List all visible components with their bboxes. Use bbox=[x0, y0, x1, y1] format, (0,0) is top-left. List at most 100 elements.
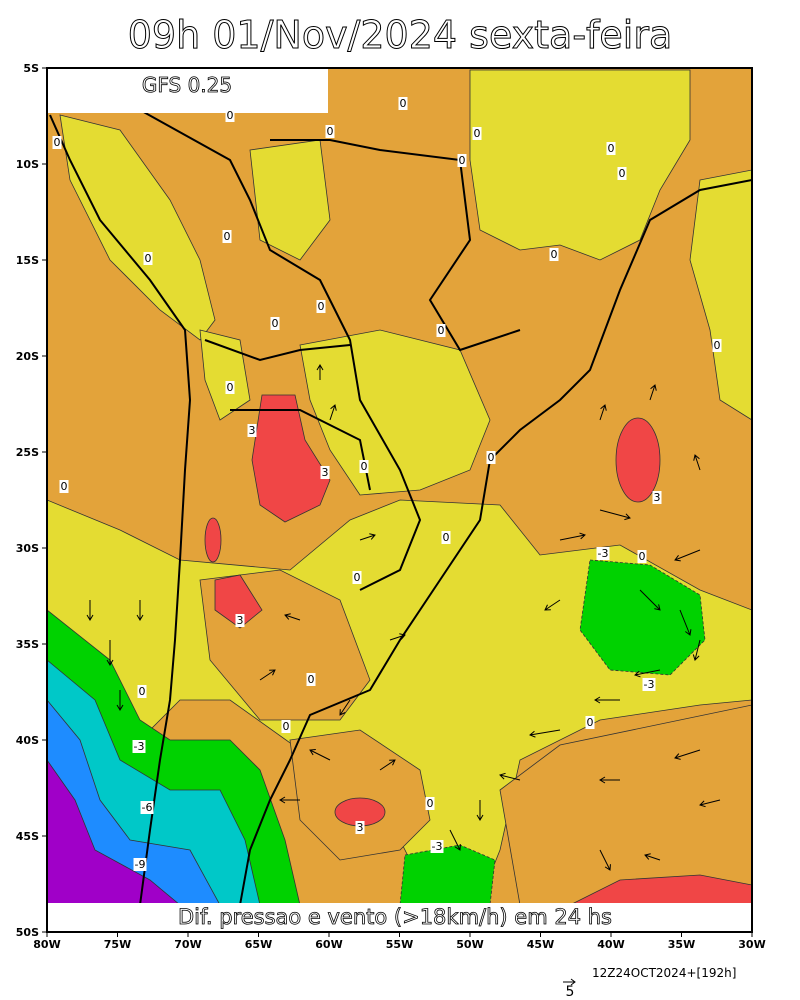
lon-label: 40W bbox=[597, 938, 624, 951]
lat-label: 5S bbox=[23, 62, 39, 75]
lon-label: 50W bbox=[456, 938, 483, 951]
lon-label: 65W bbox=[245, 938, 272, 951]
contour-label: 0 bbox=[438, 324, 445, 337]
lat-label: 45S bbox=[16, 830, 39, 843]
wind-vector bbox=[279, 796, 300, 804]
lat-label: 20S bbox=[16, 350, 39, 363]
contour-label-box bbox=[281, 720, 291, 733]
contour-label-box bbox=[712, 339, 722, 352]
contour-label-box bbox=[596, 547, 610, 560]
lon-label: 45W bbox=[527, 938, 554, 951]
title: 09h 01/Nov/2024 sexta-feira bbox=[128, 13, 673, 57]
contour-label-box bbox=[642, 678, 656, 691]
contour-label: -9 bbox=[135, 858, 146, 871]
contour-label-box bbox=[652, 491, 662, 504]
contour-label: 3 bbox=[237, 614, 244, 627]
map-field bbox=[47, 68, 752, 932]
contour-label: 0 bbox=[327, 125, 334, 138]
vector-scale: 5 bbox=[566, 984, 575, 1000]
contour-label: -3 bbox=[134, 740, 145, 753]
lon-label: 35W bbox=[668, 938, 695, 951]
contour-label: 0 bbox=[227, 381, 234, 394]
contour-label: 3 bbox=[357, 821, 364, 834]
contour-label-box bbox=[140, 801, 154, 814]
wind-vector bbox=[136, 600, 144, 621]
contour-label: 0 bbox=[54, 136, 61, 149]
wind-vector bbox=[649, 384, 657, 401]
wind-vector bbox=[634, 669, 661, 678]
contour-label-box bbox=[637, 550, 647, 563]
wind-vector bbox=[329, 404, 337, 421]
contour-label-box bbox=[617, 167, 627, 180]
wind-vector bbox=[679, 609, 692, 636]
contour-label: 3 bbox=[322, 466, 329, 479]
contour-label: 0 bbox=[474, 127, 481, 140]
contour-label-box bbox=[320, 466, 330, 479]
contour-label-box bbox=[306, 673, 316, 686]
lat-label: 50S bbox=[16, 926, 39, 939]
contour-label: 0 bbox=[400, 97, 407, 110]
contour-label: -3 bbox=[598, 547, 609, 560]
contour-label: 0 bbox=[427, 797, 434, 810]
model-label: GFS 0.25 bbox=[142, 73, 232, 97]
wind-vector bbox=[599, 404, 607, 421]
contour-label: 3 bbox=[654, 491, 661, 504]
wind-vector bbox=[693, 454, 701, 471]
wind-vector bbox=[529, 729, 561, 738]
contour-label: 0 bbox=[227, 109, 234, 122]
wind-vector bbox=[599, 509, 631, 521]
wind-vector bbox=[284, 613, 301, 621]
contour-label-box bbox=[52, 136, 62, 149]
contour-label: 0 bbox=[61, 480, 68, 493]
wind-vector bbox=[389, 633, 406, 641]
lat-label: 40S bbox=[16, 734, 39, 747]
wind-vector bbox=[594, 696, 620, 704]
wind-vector bbox=[692, 639, 701, 661]
contour-label: 0 bbox=[145, 252, 152, 265]
contour-label: 0 bbox=[224, 230, 231, 243]
wind-vector bbox=[644, 853, 661, 861]
lat-label: 30S bbox=[16, 542, 39, 555]
wind-vector bbox=[309, 749, 331, 761]
contour-label-box bbox=[143, 252, 153, 265]
lat-label: 25S bbox=[16, 446, 39, 459]
contour-label-box bbox=[398, 97, 408, 110]
wind-vector bbox=[674, 549, 701, 562]
contour-label: 0 bbox=[361, 460, 368, 473]
contour-label-box bbox=[606, 142, 616, 155]
contour-label: -3 bbox=[644, 678, 655, 691]
contour-label: 0 bbox=[587, 716, 594, 729]
contour-label: 0 bbox=[283, 720, 290, 733]
lat-label: 15S bbox=[16, 254, 39, 267]
contour-label-box bbox=[59, 480, 69, 493]
contour-label-box bbox=[355, 821, 365, 834]
caption: Dif. pressao e vento (>18km/h) em 24 hs bbox=[178, 905, 612, 929]
wind-vector bbox=[476, 800, 484, 821]
lon-label: 60W bbox=[315, 938, 342, 951]
contour-label-box bbox=[585, 716, 595, 729]
lon-label: 70W bbox=[174, 938, 201, 951]
contour-label-box bbox=[270, 317, 280, 330]
contour-label: 0 bbox=[354, 571, 361, 584]
wind-vector bbox=[449, 829, 461, 851]
contour-label-box bbox=[137, 685, 147, 698]
contour-label-box bbox=[132, 740, 146, 753]
contour-label: 0 bbox=[639, 550, 646, 563]
wind-vector bbox=[544, 599, 561, 611]
contour-label: 0 bbox=[488, 451, 495, 464]
contour-label: 0 bbox=[443, 531, 450, 544]
contour-label: 3 bbox=[249, 424, 256, 437]
wind-vector bbox=[379, 759, 396, 771]
wind-vector bbox=[259, 669, 276, 681]
contour-label-box bbox=[133, 858, 147, 871]
contour-label-box bbox=[225, 381, 235, 394]
contour-label: 0 bbox=[714, 339, 721, 352]
wind-vector bbox=[359, 533, 376, 541]
contour-label-box bbox=[441, 531, 451, 544]
contour-label-box bbox=[235, 614, 245, 627]
wind-vector bbox=[699, 799, 721, 808]
contour-label: 0 bbox=[272, 317, 279, 330]
wind-vector bbox=[86, 600, 94, 621]
contour-label: -3 bbox=[432, 840, 443, 853]
